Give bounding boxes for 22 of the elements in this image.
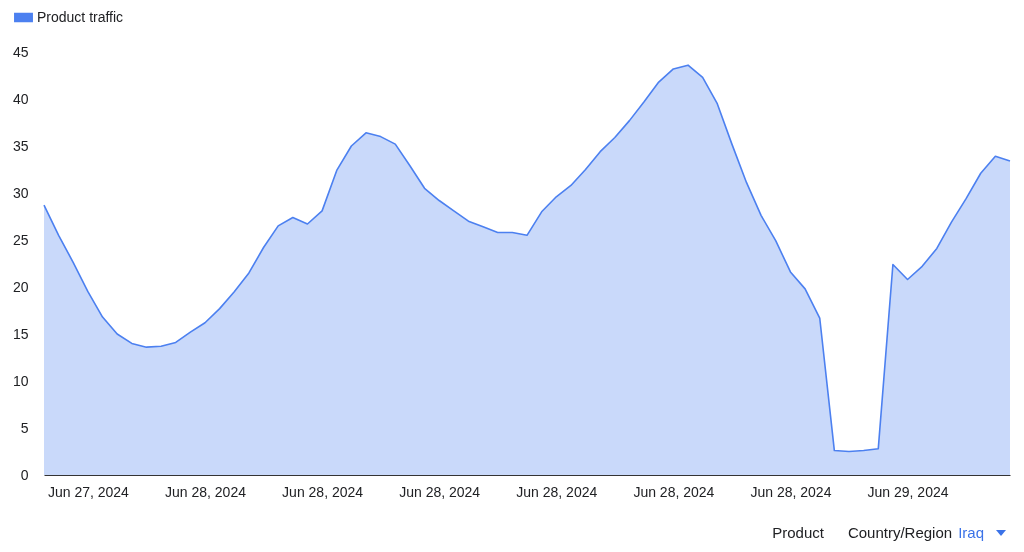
y-tick-label: 25	[12, 231, 29, 248]
y-tick-label: 5	[20, 419, 29, 436]
x-tick-label: Jun 28, 2024	[633, 483, 715, 500]
y-tick-label: 20	[12, 278, 29, 295]
x-tick-label: Jun 28, 2024	[516, 483, 598, 500]
text: Product	[772, 524, 824, 541]
x-tick-label: Jun 27, 2024	[47, 483, 130, 500]
x-tick-label: Jun 28, 2024	[282, 483, 364, 500]
y-tick-label: 10	[12, 372, 29, 389]
y-tick-label: 30	[12, 184, 29, 201]
x-tick-label: Jun 28, 2024	[750, 483, 832, 500]
legend-label: Product traffic	[37, 8, 124, 25]
y-tick-label: 15	[12, 325, 29, 342]
text: Country/Region	[847, 524, 953, 541]
y-tick-label: 35	[12, 137, 29, 154]
x-tick-label: Jun 28, 2024	[399, 483, 481, 500]
y-tick-label: 0	[20, 466, 29, 483]
x-tick-label: Jun 29, 2024	[867, 483, 949, 500]
x-tick-label: Jun 28, 2024	[165, 483, 247, 500]
y-tick-label: 45	[12, 43, 29, 60]
y-tick-label: 40	[12, 90, 29, 107]
text: Iraq	[958, 524, 984, 541]
